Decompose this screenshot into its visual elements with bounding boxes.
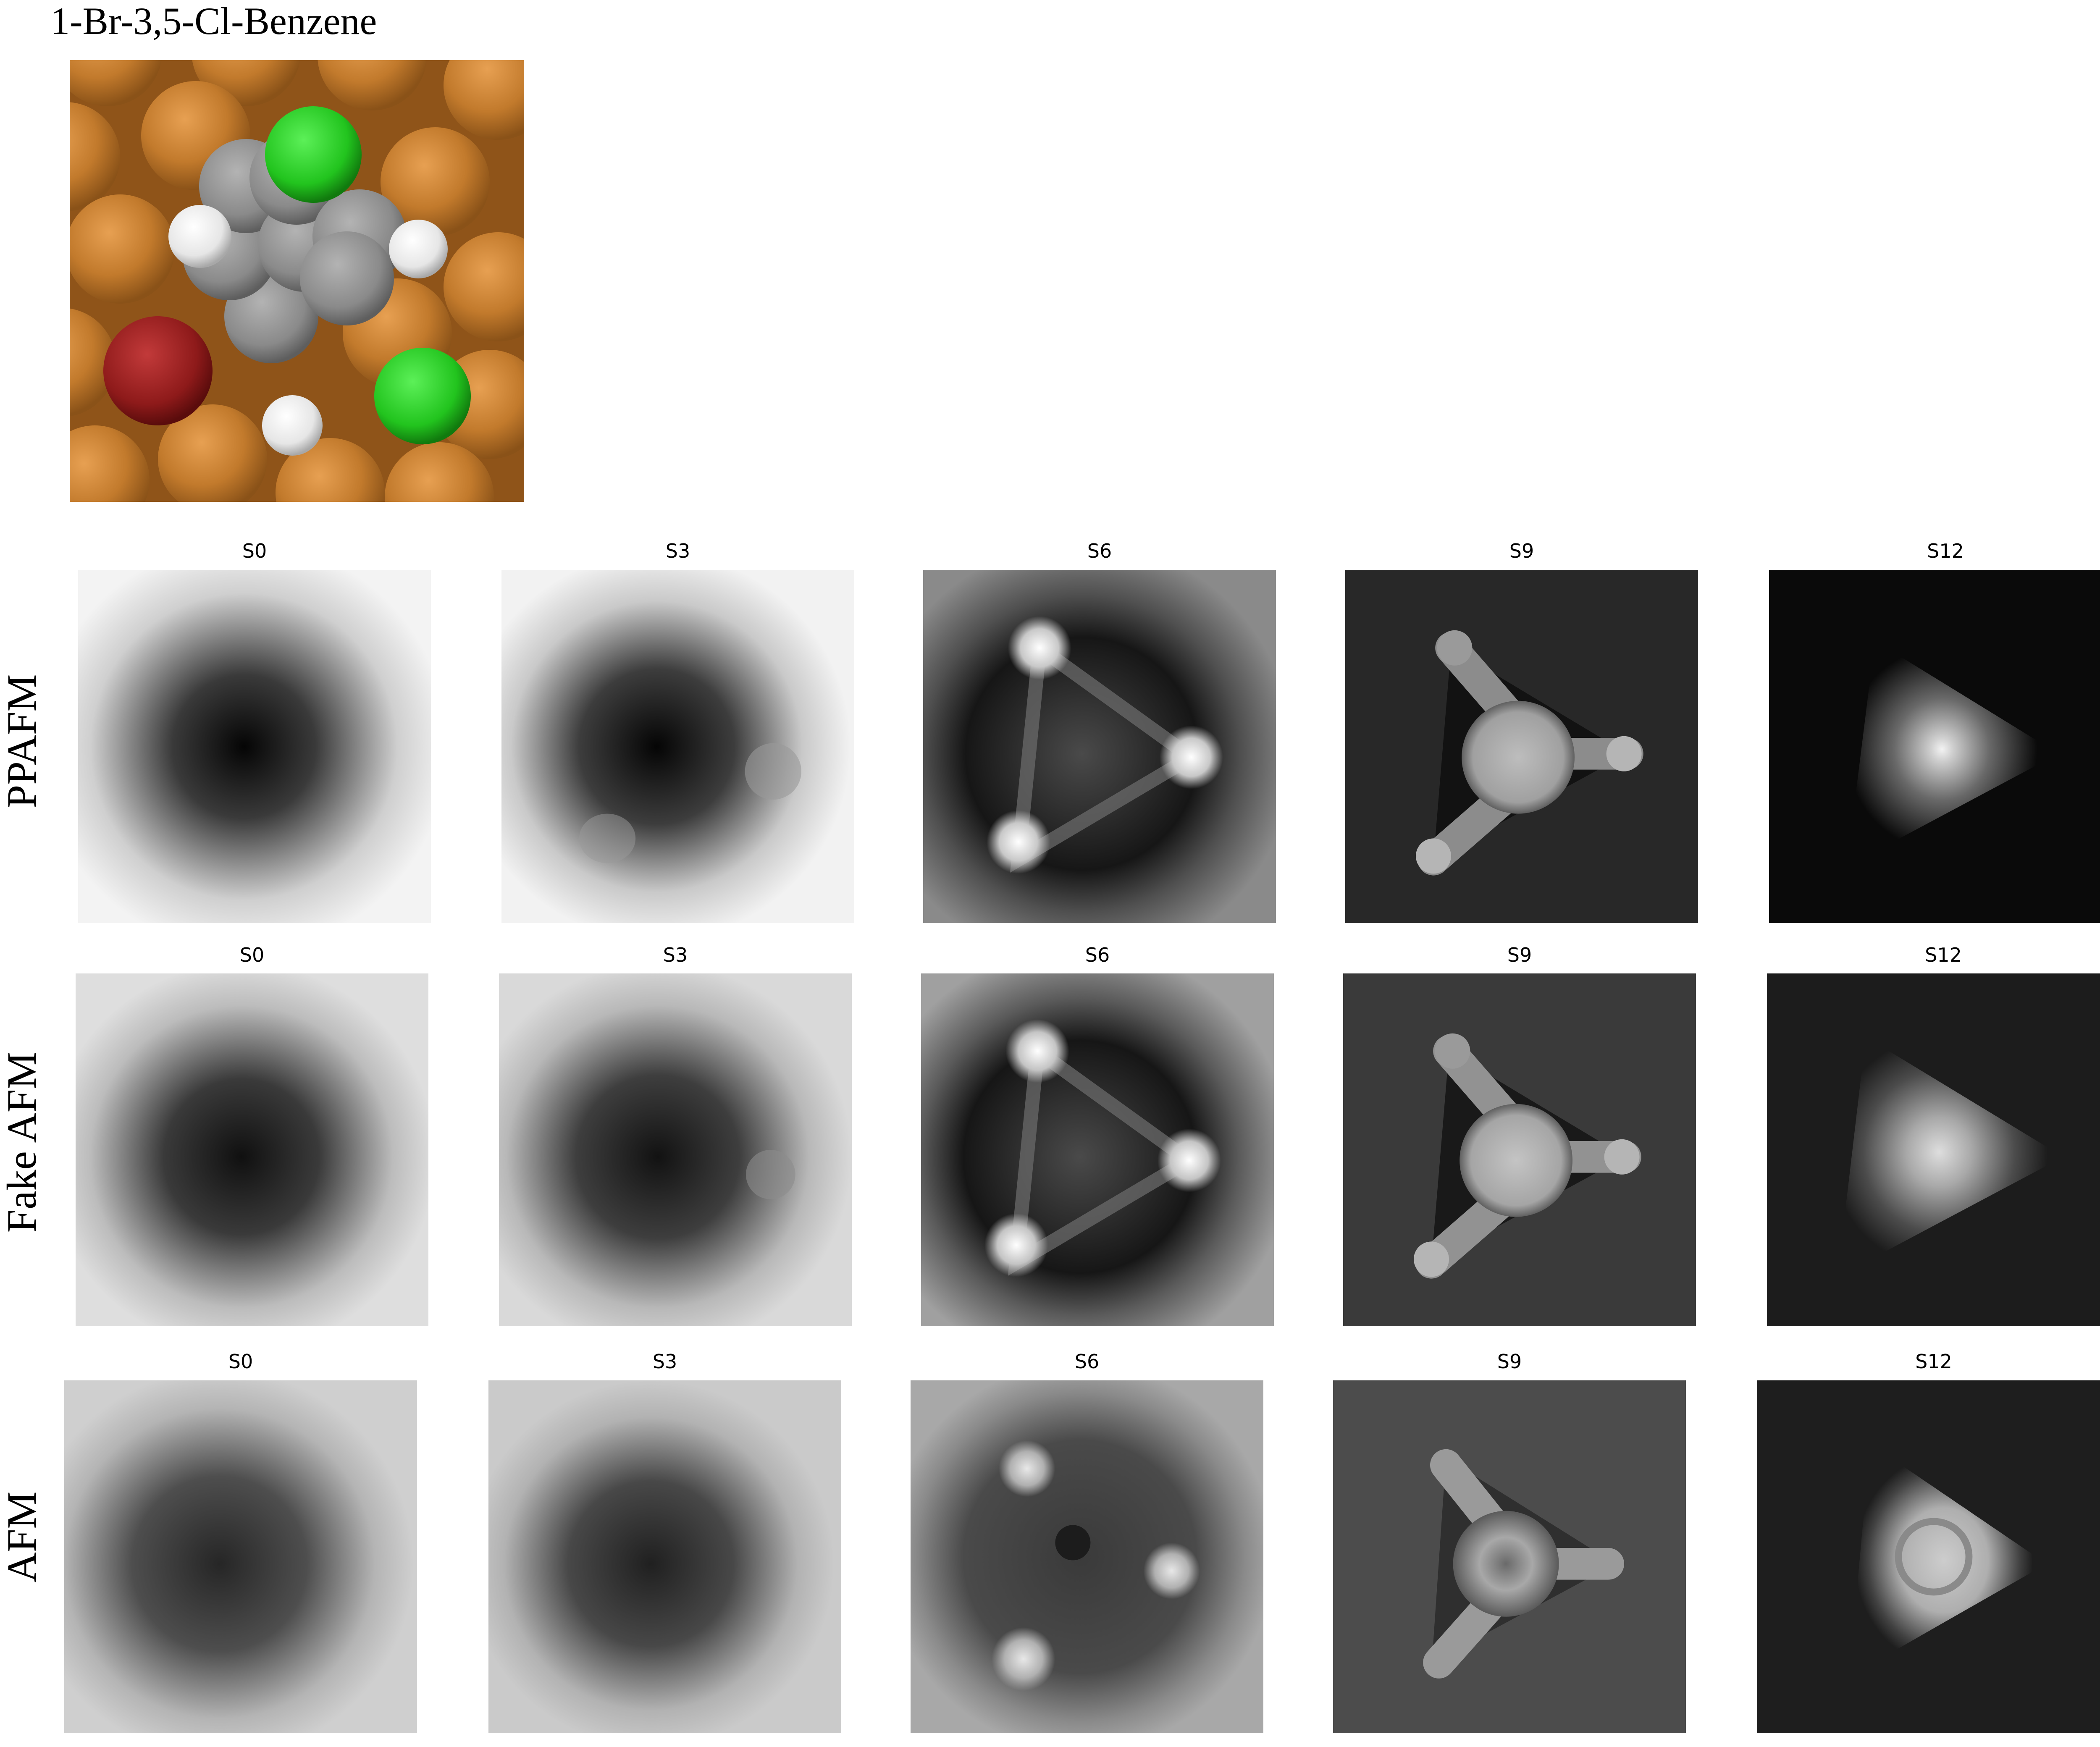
- row-label-ppafm: PPAFM: [0, 674, 45, 808]
- ppafm-s12-image: [1769, 570, 2100, 923]
- panel-title: S12: [1915, 1350, 1952, 1373]
- panel-title: S3: [665, 540, 690, 562]
- fake-afm-s12-image: [1767, 973, 2100, 1326]
- panel-title: S9: [1497, 1350, 1522, 1373]
- ppafm-s3-image: [501, 570, 854, 923]
- afm-s6-image: [911, 1380, 1263, 1733]
- panel-title: S3: [663, 944, 688, 966]
- ppafm-s9-image: [1345, 570, 1698, 923]
- fake-afm-s0-image: [76, 973, 428, 1326]
- panel-title: S3: [652, 1350, 677, 1373]
- panel-title: S0: [239, 944, 265, 966]
- afm-s0-image: [64, 1380, 417, 1733]
- panel-title: S6: [1074, 1350, 1100, 1373]
- afm-s12-image: [1757, 1380, 2100, 1733]
- ppafm-s6-image: [923, 570, 1276, 923]
- panel-title: S0: [242, 540, 267, 562]
- row-label-fake-afm: Fake AFM: [0, 1052, 45, 1233]
- molecule-atoms: [103, 106, 471, 456]
- panel-title: S6: [1085, 944, 1110, 966]
- ppafm-s0-image: [78, 570, 431, 923]
- row-label-afm: AFM: [0, 1491, 45, 1583]
- panel-title: S6: [1087, 540, 1112, 562]
- panel-title: S9: [1507, 944, 1532, 966]
- panel-title: S9: [1509, 540, 1534, 562]
- panel-title: S12: [1927, 540, 1964, 562]
- molecule-model-image: [7, 0, 553, 551]
- panel-title: S12: [1925, 944, 1962, 966]
- fake-afm-s3-image: [499, 973, 852, 1326]
- afm-s9-image: [1333, 1380, 1686, 1733]
- afm-s3-image: [488, 1380, 841, 1733]
- fake-afm-s9-image: [1343, 973, 1696, 1326]
- panel-title: S0: [228, 1350, 253, 1373]
- fake-afm-s6-image: [921, 973, 1274, 1326]
- molecule-title: 1-Br-3,5-Cl-Benzene: [50, 0, 377, 42]
